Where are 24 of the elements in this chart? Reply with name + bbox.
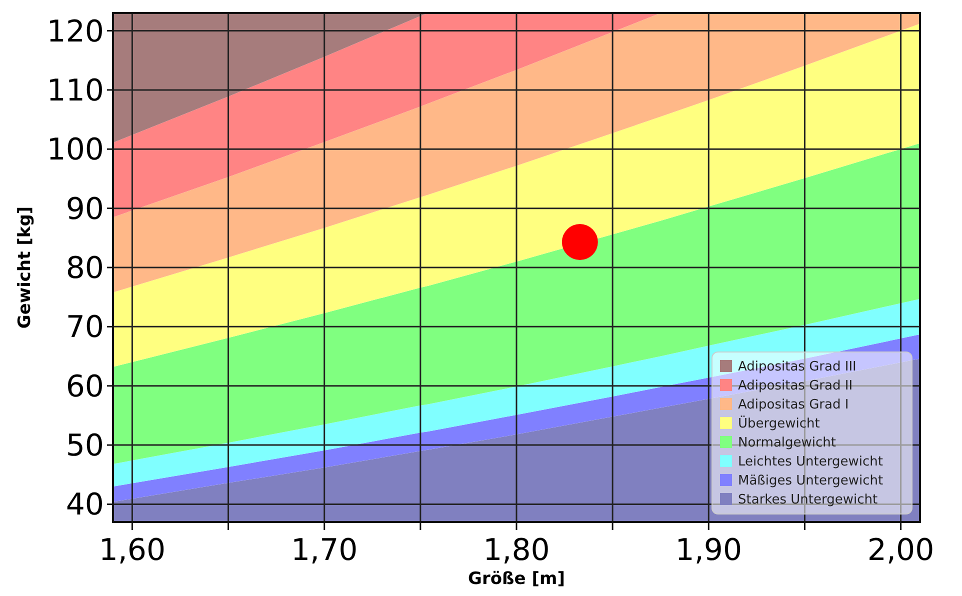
legend-label: Starkes Untergewicht [738, 492, 878, 508]
y-tick-label: 40 [66, 488, 104, 523]
x-tick-label: 1,70 [290, 533, 358, 568]
y-axis-title: Gewicht [kg] [15, 206, 35, 329]
y-tick-label: 100 [46, 132, 104, 168]
y-tick-label: 80 [66, 251, 104, 286]
x-tick-label: 1,60 [98, 533, 166, 568]
x-tick-label: 1,80 [483, 533, 550, 568]
legend-label: Adipositas Grad III [738, 360, 856, 375]
y-tick-label: 90 [66, 192, 104, 227]
x-axis-title: Größe [m] [468, 569, 565, 589]
legend-label: Übergewicht [738, 416, 820, 432]
legend-label: Mäßiges Untergewicht [738, 474, 884, 489]
y-tick-label: 120 [46, 14, 104, 50]
legend-label: Adipositas Grad I [738, 398, 849, 413]
y-tick-label: 50 [66, 428, 104, 464]
legend-label: Adipositas Grad II [738, 378, 853, 394]
y-tick-label: 70 [66, 310, 104, 346]
y-tick-label: 110 [46, 73, 104, 108]
y-tick-label: 60 [66, 369, 104, 404]
x-tick-label: 2,00 [867, 533, 934, 568]
legend-label: Normalgewicht [738, 436, 836, 451]
legend-label: Leichtes Untergewicht [738, 454, 883, 470]
x-tick-label: 1,90 [675, 533, 742, 568]
